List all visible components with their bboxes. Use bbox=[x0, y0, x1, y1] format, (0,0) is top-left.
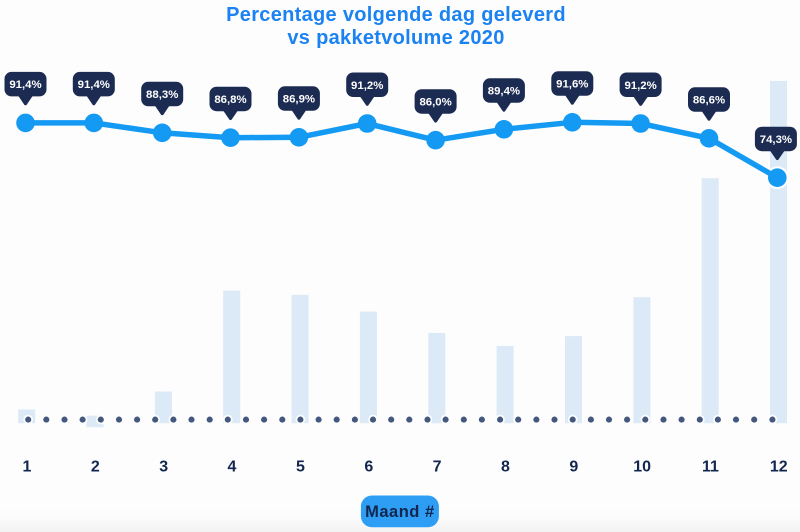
svg-text:86,0%: 86,0% bbox=[419, 97, 451, 109]
svg-text:10: 10 bbox=[633, 459, 651, 476]
svg-text:11: 11 bbox=[702, 459, 719, 476]
svg-text:91,2%: 91,2% bbox=[624, 80, 656, 92]
svg-text:91,4%: 91,4% bbox=[9, 79, 41, 91]
svg-text:6: 6 bbox=[364, 459, 373, 476]
svg-text:86,6%: 86,6% bbox=[693, 95, 725, 107]
svg-text:3: 3 bbox=[159, 459, 168, 476]
svg-text:Maand #: Maand # bbox=[365, 503, 435, 521]
svg-text:7: 7 bbox=[433, 459, 442, 476]
svg-text:91,4%: 91,4% bbox=[78, 79, 110, 91]
svg-text:91,2%: 91,2% bbox=[351, 80, 383, 92]
svg-text:89,4%: 89,4% bbox=[488, 86, 520, 98]
svg-text:Percentage volgende dag geleve: Percentage volgende dag geleverd bbox=[226, 4, 566, 26]
svg-text:8: 8 bbox=[501, 459, 510, 476]
svg-text:vs pakketvolume 2020: vs pakketvolume 2020 bbox=[287, 27, 504, 49]
svg-text:1: 1 bbox=[23, 459, 32, 476]
svg-text:4: 4 bbox=[228, 459, 237, 476]
svg-text:2: 2 bbox=[91, 459, 100, 476]
svg-text:86,8%: 86,8% bbox=[214, 94, 246, 106]
svg-text:91,6%: 91,6% bbox=[556, 79, 588, 91]
svg-text:86,9%: 86,9% bbox=[283, 94, 315, 106]
svg-text:9: 9 bbox=[569, 459, 578, 476]
svg-text:5: 5 bbox=[296, 459, 305, 476]
svg-text:88,3%: 88,3% bbox=[146, 89, 178, 101]
svg-text:74,3%: 74,3% bbox=[760, 134, 792, 146]
svg-text:12: 12 bbox=[770, 459, 788, 476]
